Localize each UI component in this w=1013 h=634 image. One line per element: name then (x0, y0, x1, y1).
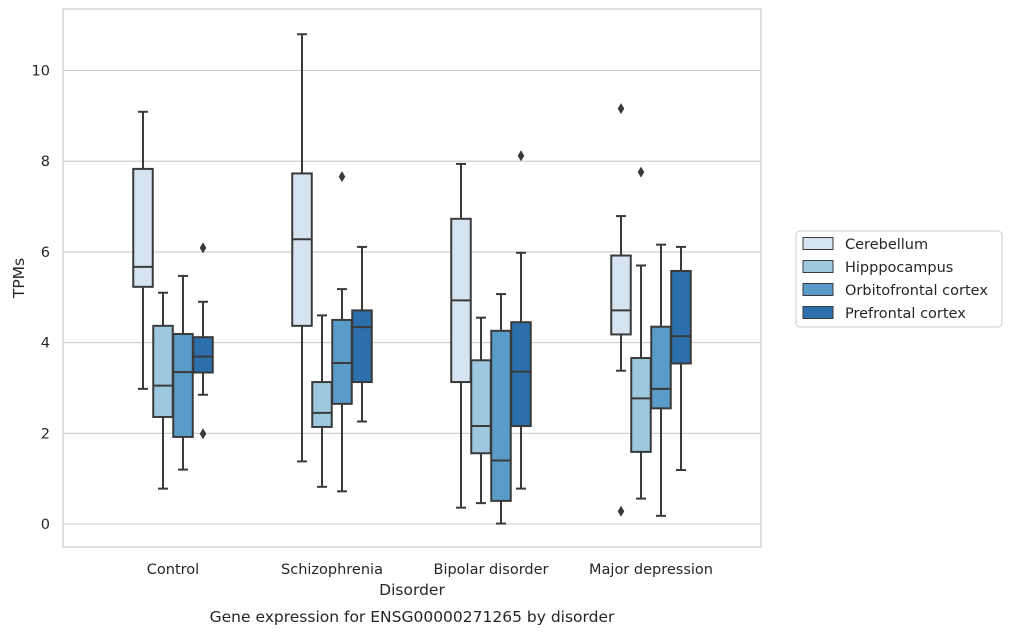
box-iqr (172, 332, 194, 438)
box-hipppocampus-major-depression (630, 166, 652, 500)
y-tick-label: 8 (41, 154, 50, 170)
figure-caption: Gene expression for ENSG00000271265 by d… (210, 608, 615, 626)
x-tick-label: Bipolar disorder (434, 562, 549, 578)
box-plot-series (132, 33, 692, 525)
legend-label: Cerebellum (845, 237, 928, 253)
y-tick-label: 4 (41, 336, 50, 352)
box-cerebellum-bipolar-disorder (450, 162, 472, 509)
legend-swatch (802, 237, 834, 250)
box-iqr (610, 254, 632, 336)
legend-label: Hipppocampus (845, 260, 953, 276)
box-orbitofrontal-cortex-schizophrenia (331, 171, 353, 493)
outlier-point (517, 150, 525, 162)
box-cerebellum-control (132, 110, 154, 390)
box-iqr (670, 269, 692, 365)
outlier-point (637, 166, 645, 178)
box-orbitofrontal-cortex-control (172, 274, 194, 471)
box-iqr (630, 357, 652, 453)
legend-swatch (802, 260, 834, 273)
x-axis-label: Disorder (379, 581, 445, 599)
x-tick-label: Schizophrenia (281, 562, 383, 578)
box-orbitofrontal-cortex-major-depression (650, 243, 672, 517)
outlier-point (617, 505, 625, 517)
box-prefrontal-cortex-schizophrenia (351, 245, 373, 423)
box-iqr (311, 381, 333, 428)
grid-lines (63, 69, 761, 525)
y-tick-label: 0 (41, 517, 50, 533)
outlier-point (199, 428, 207, 440)
y-axis-label: TPMs (10, 258, 28, 299)
box-cerebellum-major-depression (610, 103, 632, 517)
y-tick-label: 6 (41, 245, 50, 261)
box-iqr (132, 167, 154, 288)
y-tick-label: 10 (32, 64, 50, 80)
box-iqr (291, 172, 313, 327)
outlier-point (199, 242, 207, 254)
legend-frame (795, 230, 1003, 328)
box-iqr (510, 321, 532, 428)
box-orbitofrontal-cortex-bipolar-disorder (490, 293, 512, 525)
box-iqr (192, 336, 214, 374)
legend-swatch (802, 306, 834, 319)
box-iqr (490, 329, 512, 502)
box-hipppocampus-bipolar-disorder (470, 316, 492, 505)
box-iqr (351, 309, 373, 384)
box-iqr (152, 324, 174, 418)
box-prefrontal-cortex-major-depression (670, 245, 692, 472)
plot-area-frame (62, 8, 762, 548)
y-axis-ticks: 0 2 4 6 8 10 (32, 64, 50, 534)
x-tick-label: Major depression (589, 562, 713, 578)
outlier-point (338, 171, 346, 183)
box-iqr (331, 318, 353, 405)
legend-swatch (802, 283, 834, 296)
box-iqr (470, 359, 492, 455)
x-axis-ticks: Control Schizophrenia Bipolar disorder Majo… (147, 562, 713, 578)
legend: Cerebellum Hipppocampus Orbitofrontal cort… (795, 230, 1003, 328)
box-cerebellum-schizophrenia (291, 33, 313, 463)
legend-label: Orbitofrontal cortex (845, 283, 988, 299)
box-iqr (650, 325, 672, 410)
legend-label: Prefrontal cortex (845, 306, 966, 322)
box-hipppocampus-schizophrenia (311, 314, 333, 488)
box-prefrontal-cortex-bipolar-disorder (510, 150, 532, 490)
box-prefrontal-cortex-control (192, 242, 214, 440)
x-tick-label: Control (147, 562, 199, 578)
y-tick-label: 2 (41, 426, 50, 442)
outlier-point (617, 103, 625, 115)
box-hipppocampus-control (152, 291, 174, 490)
